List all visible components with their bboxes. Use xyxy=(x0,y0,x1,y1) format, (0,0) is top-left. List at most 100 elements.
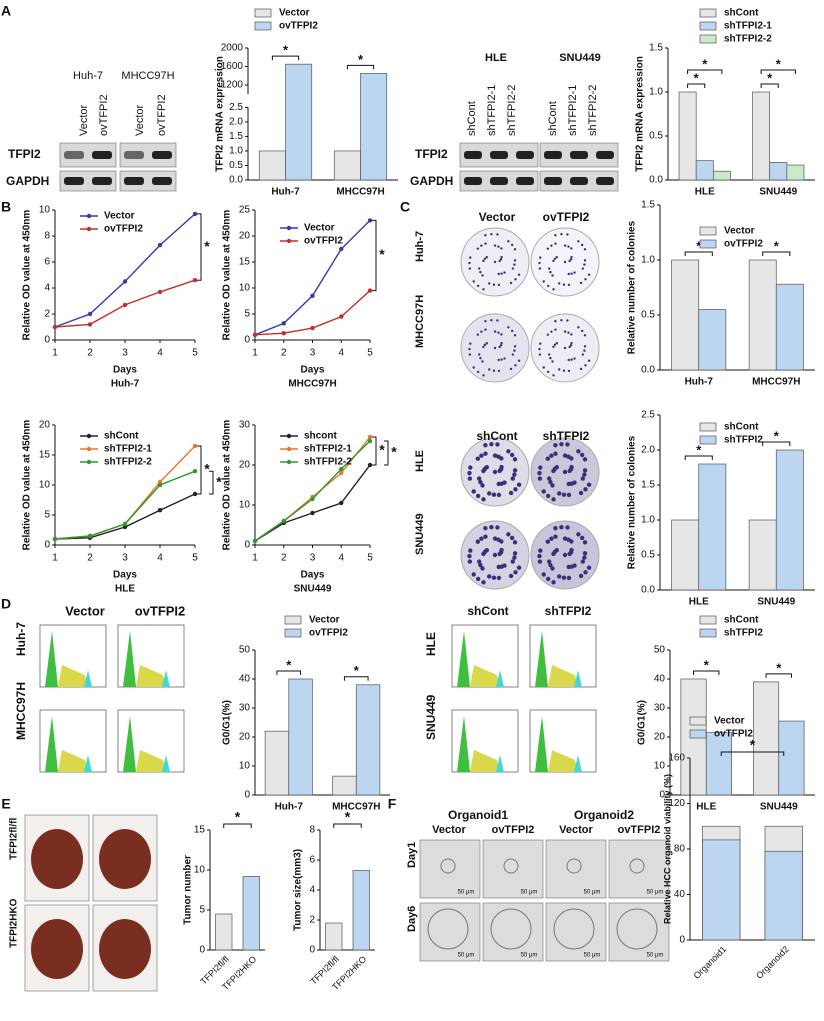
legend-label: Vector xyxy=(714,716,745,727)
y-axis-label: Relative OD value at 450nm xyxy=(222,210,233,341)
colony xyxy=(545,539,551,544)
y-axis-label: G0/G1(%) xyxy=(222,700,233,745)
organoid-image xyxy=(608,839,670,899)
label: TFPI2fl/fl xyxy=(9,818,20,860)
colony xyxy=(493,244,497,247)
point xyxy=(157,508,163,513)
y-tick-label: 30 xyxy=(239,703,251,714)
colony xyxy=(476,559,482,564)
y-tick-label: 40 xyxy=(239,674,251,685)
sig-mark: * xyxy=(776,56,782,71)
colony xyxy=(483,443,488,448)
point xyxy=(310,293,315,298)
y-tick-label: 10 xyxy=(239,500,251,511)
y-axis-label: Relative HCC organoid viability (%) xyxy=(662,774,672,924)
line xyxy=(54,493,196,540)
colony xyxy=(483,526,488,531)
y-tick-label: 2.0 xyxy=(641,445,655,456)
colony xyxy=(580,476,586,481)
x-tick-label: Organoid2 xyxy=(754,944,791,981)
legend-swatch xyxy=(284,615,302,625)
colony xyxy=(546,476,552,481)
sig-bracket xyxy=(276,670,302,675)
band xyxy=(570,151,588,159)
y-tick-label: 0.0 xyxy=(229,175,243,186)
colony xyxy=(551,497,556,502)
colony xyxy=(557,574,562,579)
colony xyxy=(469,256,472,259)
colony xyxy=(512,540,518,545)
colony xyxy=(496,492,502,498)
label: MHCC97H xyxy=(121,70,174,82)
x-axis-label: Days xyxy=(113,570,137,581)
point xyxy=(87,311,93,317)
label: HLE xyxy=(485,52,507,64)
label: D xyxy=(1,596,11,612)
label: 50 μm xyxy=(647,890,664,896)
legend-label: shTFPI2 xyxy=(724,435,763,446)
organoid xyxy=(503,858,519,874)
y-axis-label: Relative OD value at 450nm xyxy=(222,420,233,551)
bar xyxy=(748,259,777,371)
legend-label: Vector xyxy=(104,211,135,222)
legend-swatch xyxy=(699,422,717,432)
colony xyxy=(497,272,500,276)
colony xyxy=(546,284,550,288)
point xyxy=(339,470,344,476)
label: A xyxy=(1,3,11,19)
colony xyxy=(475,576,481,582)
colony xyxy=(583,263,586,266)
colony xyxy=(468,353,472,356)
y-tick-label: 5 xyxy=(199,905,205,916)
colony xyxy=(479,536,484,541)
label: shCont xyxy=(476,429,517,443)
colony xyxy=(563,260,567,264)
y-tick-label: 20 xyxy=(239,460,251,471)
colony xyxy=(468,465,473,470)
x-tick-label: Huh-7 xyxy=(685,377,714,388)
sig-mark: * xyxy=(379,442,385,458)
sig-bracket xyxy=(372,219,377,292)
colony xyxy=(577,240,580,243)
colony xyxy=(487,574,492,579)
y-tick-label: 15 xyxy=(239,257,251,268)
x-tick-label: SNU449 xyxy=(760,802,798,813)
colony xyxy=(551,551,556,557)
colony xyxy=(503,357,506,360)
colony xyxy=(485,256,488,259)
y-tick-label: 10 xyxy=(39,480,51,491)
point xyxy=(52,536,58,542)
subtitle: MHCC97H xyxy=(288,379,336,390)
colony xyxy=(510,329,514,333)
colony xyxy=(476,333,480,336)
legend-label: ovTFPI2 xyxy=(309,628,348,639)
sig-bracket xyxy=(197,213,202,281)
colony xyxy=(510,476,516,481)
label: ovTFPI2 xyxy=(156,94,168,136)
y-tick-label: 8 xyxy=(309,825,315,836)
band xyxy=(152,151,172,159)
colony xyxy=(498,259,501,263)
label: ovTFPI2 xyxy=(135,603,186,618)
colony xyxy=(552,288,555,291)
colony xyxy=(583,334,587,337)
colony xyxy=(468,347,471,351)
sig-bracket xyxy=(209,470,214,495)
legend-label: shCont xyxy=(104,431,139,442)
colony xyxy=(496,537,501,542)
x-tick-label: 3 xyxy=(310,348,316,359)
colony xyxy=(579,367,583,371)
x-tick-label: 4 xyxy=(338,348,344,359)
sig-bracket xyxy=(687,83,706,88)
y-tick-label: 10 xyxy=(194,865,206,876)
colony xyxy=(513,487,518,492)
colony xyxy=(500,358,503,361)
y-tick-label: 0.5 xyxy=(641,310,655,321)
legend-point xyxy=(86,226,92,232)
colony xyxy=(566,454,571,459)
y-axis-label: TFPI2 mRNA expression xyxy=(635,56,646,172)
legend-swatch xyxy=(284,628,302,638)
colony xyxy=(538,548,543,553)
point xyxy=(310,325,315,331)
colony xyxy=(516,482,522,487)
